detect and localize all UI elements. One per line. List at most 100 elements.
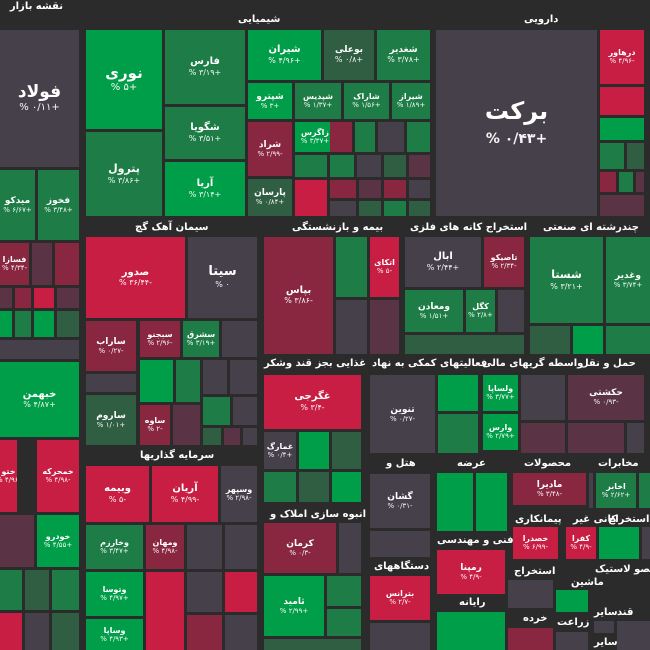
- stock-tile-fakhouz[interactable]: فخوز +۳/۴۸ %: [38, 170, 79, 240]
- filler-tile[interactable]: [476, 473, 507, 531]
- filler-tile[interactable]: [599, 527, 639, 559]
- stock-tile-barekat[interactable]: برکت +۰/۴۳ %: [436, 30, 597, 216]
- stock-tile-smashr[interactable]: سشرق +۳/۱۹ %: [183, 321, 219, 357]
- filler-tile[interactable]: [330, 122, 352, 152]
- filler-tile[interactable]: [521, 423, 565, 453]
- filler-tile[interactable]: [225, 615, 257, 650]
- filler-tile[interactable]: [530, 326, 570, 354]
- stock-tile-gashan[interactable]: گشان -۰/۳۱ %: [370, 474, 430, 528]
- stock-tile-parsan[interactable]: پارسان +۰/۸۴ %: [248, 179, 292, 216]
- filler-tile[interactable]: [384, 155, 406, 177]
- filler-tile[interactable]: [173, 405, 200, 445]
- stock-tile-shasta[interactable]: شستا +۳/۲۱ %: [530, 237, 603, 323]
- stock-tile-ghamarg[interactable]: غمارگ +۰/۴ %: [264, 432, 296, 469]
- filler-tile[interactable]: [617, 621, 650, 650]
- filler-tile[interactable]: [407, 122, 430, 152]
- filler-tile[interactable]: [639, 473, 650, 508]
- filler-tile[interactable]: [336, 237, 367, 297]
- filler-tile[interactable]: [573, 326, 603, 354]
- filler-tile[interactable]: [355, 122, 375, 152]
- filler-tile[interactable]: [187, 572, 222, 612]
- filler-tile[interactable]: [332, 432, 361, 469]
- filler-tile[interactable]: [438, 375, 478, 411]
- filler-tile[interactable]: [57, 288, 79, 308]
- stock-tile-zagros[interactable]: زاگرس +۳/۳۷ %: [295, 122, 335, 152]
- filler-tile[interactable]: [52, 570, 79, 610]
- filler-tile[interactable]: [299, 432, 329, 469]
- filler-tile[interactable]: [384, 180, 406, 198]
- filler-tile[interactable]: [438, 414, 478, 453]
- stock-tile-sdor[interactable]: صدور -۳۶/۴۴ %: [86, 237, 185, 318]
- stock-tile-vsehr[interactable]: وسپهر -۲/۹۸ %: [221, 466, 257, 522]
- filler-tile[interactable]: [86, 374, 136, 392]
- filler-tile[interactable]: [225, 572, 257, 612]
- filler-tile[interactable]: [55, 243, 79, 285]
- filler-tile[interactable]: [0, 570, 22, 610]
- filler-tile[interactable]: [330, 155, 354, 177]
- filler-tile[interactable]: [225, 525, 257, 569]
- filler-tile[interactable]: [600, 87, 644, 115]
- stock-tile-khodro[interactable]: خودرو +۴/۵۵ %: [37, 515, 79, 567]
- stock-tile-vtousa[interactable]: وتوسا +۴/۹۷ %: [86, 572, 143, 616]
- stock-tile-vkharazm[interactable]: وخارزم +۳/۴۷ %: [86, 525, 143, 569]
- filler-tile[interactable]: [327, 609, 361, 636]
- filler-tile[interactable]: [508, 580, 553, 608]
- filler-tile[interactable]: [600, 195, 644, 216]
- filler-tile[interactable]: [339, 523, 361, 573]
- stock-tile-khotoug[interactable]: ختو -۴/۹۶ %: [0, 440, 17, 512]
- filler-tile[interactable]: [0, 515, 34, 567]
- filler-tile[interactable]: [627, 143, 644, 169]
- filler-tile[interactable]: [370, 623, 430, 650]
- filler-tile[interactable]: [0, 340, 79, 359]
- filler-tile[interactable]: [642, 527, 650, 559]
- filler-tile[interactable]: [594, 621, 614, 633]
- filler-tile[interactable]: [295, 155, 327, 177]
- stock-tile-sharad[interactable]: شراد -۲/۹۹ %: [248, 122, 292, 176]
- filler-tile[interactable]: [378, 122, 404, 152]
- filler-tile[interactable]: [25, 570, 49, 610]
- filler-tile[interactable]: [384, 201, 406, 216]
- stock-tile-midco[interactable]: میدکو +۶/۶۷ %: [0, 170, 35, 240]
- filler-tile[interactable]: [627, 423, 644, 453]
- stock-tile-vbime[interactable]: وبیمه -۵ %: [86, 466, 149, 522]
- filler-tile[interactable]: [0, 311, 12, 337]
- filler-tile[interactable]: [15, 311, 31, 337]
- filler-tile[interactable]: [295, 180, 327, 216]
- stock-tile-kheman[interactable]: خبهمن +۴/۸۷ %: [0, 362, 79, 437]
- stock-tile-shiran[interactable]: شیران +۴/۹۶ %: [248, 30, 321, 80]
- filler-tile[interactable]: [330, 201, 356, 216]
- stock-tile-arian[interactable]: آریان -۴/۹۹ %: [152, 466, 218, 522]
- filler-tile[interactable]: [437, 473, 473, 531]
- filler-tile[interactable]: [359, 180, 381, 198]
- filler-tile[interactable]: [370, 531, 430, 557]
- stock-tile-ghgorji[interactable]: غگرجی -۳/۴ %: [264, 375, 361, 429]
- filler-tile[interactable]: [34, 288, 54, 308]
- filler-tile[interactable]: [57, 311, 79, 337]
- filler-tile[interactable]: [600, 118, 644, 140]
- filler-tile[interactable]: [332, 472, 361, 502]
- filler-tile[interactable]: [600, 172, 616, 192]
- stock-tile-madan[interactable]: ومعادن +۱/۵۱ %: [405, 290, 463, 332]
- filler-tile[interactable]: [187, 525, 222, 569]
- filler-tile[interactable]: [203, 397, 230, 425]
- stock-tile-vmehan[interactable]: ومهان -۴/۹۸ %: [146, 525, 184, 569]
- stock-tile-shedis[interactable]: شپدیس +۱/۳۷ %: [295, 83, 341, 119]
- stock-tile-shghadir[interactable]: شغدیر +۳/۷۸ %: [377, 30, 430, 80]
- filler-tile[interactable]: [409, 180, 430, 198]
- stock-tile-sita[interactable]: سیتا ۰ %: [188, 237, 257, 318]
- stock-tile-fasazi[interactable]: فسازا -۴/۳۴ %: [0, 243, 29, 285]
- filler-tile[interactable]: [556, 632, 588, 650]
- filler-tile[interactable]: [636, 172, 644, 192]
- stock-tile-saroom[interactable]: ساروم +۱/۰۱ %: [86, 395, 136, 445]
- filler-tile[interactable]: [222, 321, 257, 357]
- stock-tile-sarab[interactable]: ساراب -۰/۲۷ %: [86, 321, 136, 371]
- filler-tile[interactable]: [409, 201, 430, 216]
- stock-tile-sharak[interactable]: شاراک +۱/۵۶ %: [344, 83, 389, 119]
- filler-tile[interactable]: [330, 180, 356, 198]
- stock-tile-saveh[interactable]: ساوه -۲ %: [140, 405, 170, 445]
- filler-tile[interactable]: [187, 615, 222, 650]
- stock-tile-foolad[interactable]: فولاد +۰/۱۱ %: [0, 30, 79, 167]
- filler-tile[interactable]: [0, 288, 12, 308]
- stock-tile-arya[interactable]: آریا +۳/۱۴ %: [165, 162, 245, 216]
- filler-tile[interactable]: [25, 613, 49, 650]
